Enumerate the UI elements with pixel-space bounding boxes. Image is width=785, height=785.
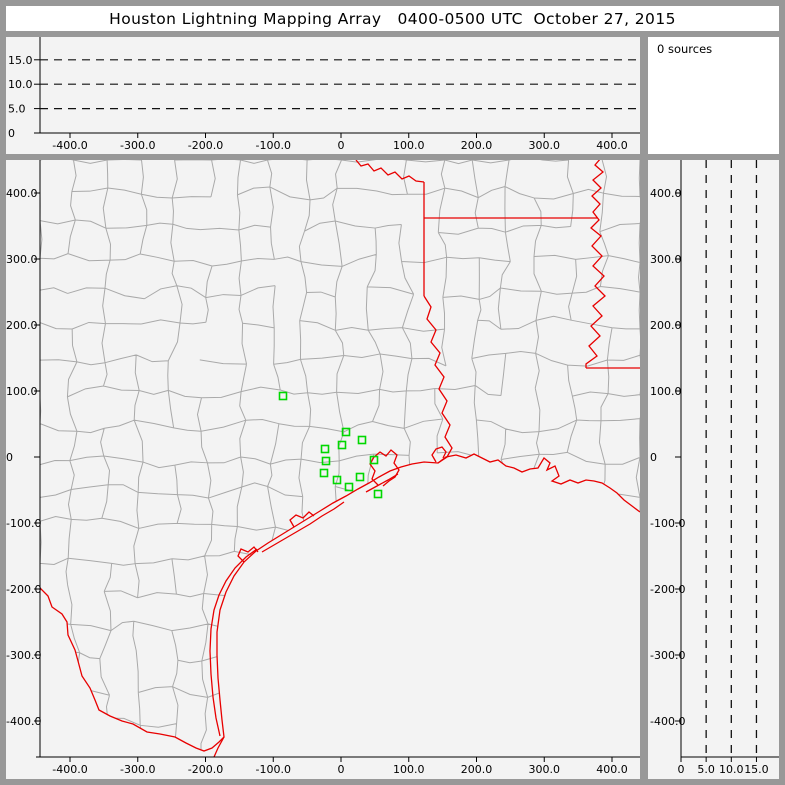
tick-label: -400.0 xyxy=(650,715,685,728)
source-count-panel: 0 sources xyxy=(648,37,779,154)
station-marker xyxy=(369,455,379,465)
gulf-sea-fill xyxy=(214,454,640,757)
tick-label: -200.0 xyxy=(6,583,41,596)
altitude-ew-panel[interactable] xyxy=(6,37,640,154)
station-marker xyxy=(332,475,342,485)
tick-label: -100.0 xyxy=(6,517,41,530)
title-bar: Houston Lightning Mapping Array 0400-050… xyxy=(6,6,779,31)
red-river-line xyxy=(355,160,425,183)
tick-label: 200.0 xyxy=(461,139,493,152)
tick-label: 100.0 xyxy=(393,139,425,152)
rio-grande-line xyxy=(40,587,225,752)
tick-label: 0 xyxy=(338,139,345,152)
station-marker xyxy=(337,440,347,450)
tick-label: -300.0 xyxy=(6,649,41,662)
tick-label: -100.0 xyxy=(256,139,291,152)
tick-label: -100.0 xyxy=(256,763,291,776)
map-content xyxy=(40,160,640,757)
station-marker xyxy=(373,489,383,499)
sabine-lake-line xyxy=(431,446,447,463)
tick-label: 15.0 xyxy=(8,54,33,67)
tick-label: 5.0 xyxy=(697,763,715,776)
tick-label: 400.0 xyxy=(596,139,628,152)
tick-label: 200.0 xyxy=(650,319,682,332)
tick-label: -200.0 xyxy=(188,139,223,152)
tick-label: 400.0 xyxy=(650,187,682,200)
station-marker xyxy=(344,482,354,492)
axes xyxy=(34,37,779,762)
mexico-fill xyxy=(40,588,224,757)
tick-label: 10.0 xyxy=(719,763,744,776)
tick-label: -200.0 xyxy=(650,583,685,596)
station-marker xyxy=(278,391,288,401)
tick-label: -100.0 xyxy=(650,517,685,530)
station-marker xyxy=(320,444,330,454)
tick-label: -400.0 xyxy=(52,139,87,152)
tick-label: 0 xyxy=(650,451,657,464)
tick-label: 100.0 xyxy=(6,385,38,398)
station-marker xyxy=(357,435,367,445)
tick-label: -400.0 xyxy=(6,715,41,728)
tick-label: 200.0 xyxy=(461,763,493,776)
matagorda-island-line xyxy=(261,501,345,553)
tick-label: 0 xyxy=(8,127,15,140)
tick-label: -300.0 xyxy=(120,139,155,152)
tick-label: 0 xyxy=(338,763,345,776)
tick-label: 300.0 xyxy=(650,253,682,266)
tick-label: 100.0 xyxy=(650,385,682,398)
laguna-madre-line xyxy=(209,548,258,737)
tick-label: 100.0 xyxy=(393,763,425,776)
tick-label: 400.0 xyxy=(596,763,628,776)
source-count-label: 0 sources xyxy=(657,42,713,56)
tick-label: 400.0 xyxy=(6,187,38,200)
station-marker xyxy=(321,456,331,466)
station-marker xyxy=(355,472,365,482)
station-marker xyxy=(319,468,329,478)
lma-stations xyxy=(278,391,383,499)
tick-label: -200.0 xyxy=(188,763,223,776)
tick-label: -300.0 xyxy=(650,649,685,662)
matagorda-bay-line xyxy=(289,511,315,528)
sabine-river-line xyxy=(423,295,453,464)
tick-labels: 15.010.05.00-400.0 -300.0 -200.0 -100.0 0 100… xyxy=(6,54,769,776)
tick-label: 300.0 xyxy=(529,763,561,776)
tick-label: 15.0 xyxy=(744,763,769,776)
tick-label: 300.0 xyxy=(529,139,561,152)
altitude-ns-panel[interactable] xyxy=(648,160,779,779)
tick-label: 0 xyxy=(678,763,685,776)
page-title: Houston Lightning Mapping Array 0400-050… xyxy=(109,9,676,28)
tick-label: 300.0 xyxy=(6,253,38,266)
galveston-island-line xyxy=(365,473,399,493)
tick-label: -400.0 xyxy=(52,763,87,776)
tick-label: 5.0 xyxy=(8,103,26,116)
tick-label: 200.0 xyxy=(6,319,38,332)
tick-label: 10.0 xyxy=(8,78,33,91)
corpus-bay-line xyxy=(237,546,259,563)
mississippi-river-line xyxy=(585,160,606,368)
tick-label: 0 xyxy=(6,451,13,464)
state-borders xyxy=(40,160,640,757)
tick-label: -300.0 xyxy=(120,763,155,776)
coast-line xyxy=(213,453,640,757)
station-marker xyxy=(341,427,351,437)
